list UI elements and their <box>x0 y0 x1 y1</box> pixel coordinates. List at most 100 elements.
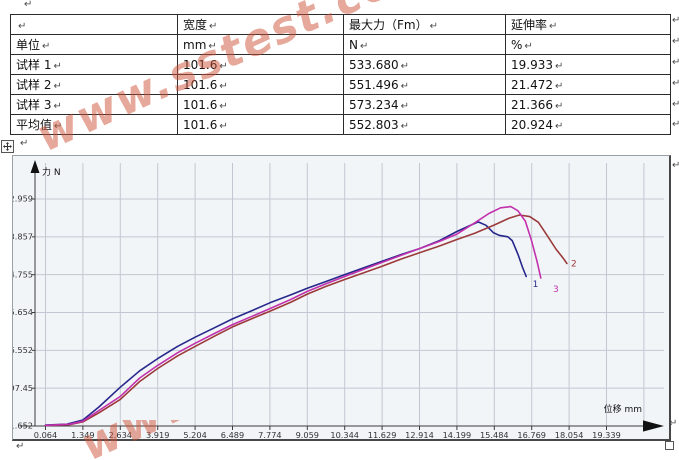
x-tick-label: 16.769 <box>517 430 546 439</box>
x-axis-arrow-icon <box>643 420 664 432</box>
table-cell: N ↵ <box>343 34 506 55</box>
x-tick-label: 3.919 <box>146 430 169 439</box>
paragraph-mark: ↵ <box>209 21 218 32</box>
cell-text: 21.366 <box>511 97 553 112</box>
paragraph-mark: ↵ <box>16 441 25 452</box>
paragraph-mark: ↵ <box>669 418 678 429</box>
table-cell: 21.472 ↵ <box>505 74 671 95</box>
y-tick-label: 295.654 <box>13 307 33 317</box>
paragraph-mark: ↵ <box>24 0 33 10</box>
paragraph-mark: ↵ <box>219 60 228 72</box>
chart-canvas: 0.064 1.349 2.634 3.919 5.204 6.489 7.774 9.059… <box>13 160 664 439</box>
table-cell: 101.6 ↵ <box>177 114 344 135</box>
x-tick-label: 6.489 <box>221 430 244 439</box>
paragraph-mark: ↵ <box>400 60 410 72</box>
curve-3 <box>44 205 542 427</box>
paragraph-mark: ↵ <box>672 99 679 110</box>
table-cell: 平均值 ↵ <box>10 114 178 135</box>
table-cell: mm ↵ <box>177 34 344 55</box>
paragraph-mark: ↵ <box>53 101 62 112</box>
table-cell: 单位 ↵ <box>10 34 178 55</box>
paragraph-mark: ↵ <box>672 15 679 26</box>
cell-text: 平均值 <box>16 118 53 132</box>
cell-text: 试样 3 <box>16 98 52 112</box>
table-cell: 552.803 ↵ <box>343 114 506 135</box>
paragraph-mark: ↵ <box>429 21 438 32</box>
curve-label-2: 2 <box>571 260 577 270</box>
table-header-cell: ↵ <box>10 14 178 35</box>
table-cell: 21.366 ↵ <box>505 94 671 115</box>
cell-text: 试样 2 <box>16 78 52 92</box>
paragraph-mark: ↵ <box>672 160 679 171</box>
cell-text: 101.6 <box>183 97 218 112</box>
paragraph-mark: ↵ <box>219 80 228 92</box>
x-tick-label: 5.204 <box>183 430 206 439</box>
x-tick-label: 14.199 <box>443 430 472 439</box>
paragraph-mark: ↵ <box>20 138 29 149</box>
paragraph-mark: ↵ <box>219 120 228 132</box>
table-cell: 20.924 ↵ <box>505 114 671 135</box>
x-tick-label: 12.914 <box>405 430 434 439</box>
cell-text: N <box>349 37 358 52</box>
table-cell: 533.680 ↵ <box>343 54 506 75</box>
y-tick-label: 196.552 <box>13 345 33 355</box>
paragraph-mark: ↵ <box>400 80 410 92</box>
cell-text: mm <box>183 37 207 52</box>
cell-text: 宽度 <box>183 18 208 32</box>
cell-text: 试样 1 <box>16 58 52 72</box>
paragraph-mark: ↵ <box>672 36 679 47</box>
curve-1 <box>44 221 528 426</box>
x-tick-label: 19.339 <box>592 430 621 439</box>
x-tick-label: 9.059 <box>296 430 319 439</box>
paragraph-mark: ↵ <box>672 57 679 68</box>
table-cell: 101.6 ↵ <box>177 74 344 95</box>
table-cell: 101.6 ↵ <box>177 54 344 75</box>
paragraph-mark: ↵ <box>555 100 564 112</box>
table-cell: 551.496 ↵ <box>343 74 506 95</box>
x-tick-label: 10.344 <box>330 430 359 439</box>
table-cell: 573.234 ↵ <box>343 94 506 115</box>
paragraph-mark: ↵ <box>400 100 410 112</box>
paragraph-mark: ↵ <box>18 20 27 32</box>
table-cell: 19.933 ↵ <box>505 54 671 75</box>
paragraph-mark: ↵ <box>549 21 558 32</box>
y-axis-title: 力 N <box>42 166 61 178</box>
paragraph-mark: ↵ <box>672 78 679 89</box>
paragraph-mark: ↵ <box>672 119 679 130</box>
x-tick-label: 11.629 <box>368 430 397 439</box>
y-tick-label: 592.959 <box>13 194 33 204</box>
x-tick-label: 0.064 <box>34 430 57 439</box>
cell-text: 551.496 <box>349 77 399 92</box>
table-row: 试样 3 ↵ 101.6 ↵ 573.234 ↵ 21.366 ↵ <box>10 94 671 115</box>
table-row: 试样 2 ↵ 101.6 ↵ 551.496 ↵ 21.472 ↵ <box>10 74 671 95</box>
table-header-cell: 延伸率 ↵ <box>505 14 671 35</box>
cell-text: 延伸率 <box>511 18 548 32</box>
cell-text: % <box>511 37 523 52</box>
paragraph-mark: ↵ <box>400 120 410 132</box>
table-cell: 试样 2 ↵ <box>10 74 178 95</box>
paragraph-mark: ↵ <box>53 61 62 72</box>
table-move-handle-icon[interactable] <box>1 140 14 153</box>
paragraph-mark: ↵ <box>555 80 564 92</box>
cell-text: 101.6 <box>183 57 218 72</box>
table-header-row: ↵ 宽度 ↵ 最大力（Fm） ↵ 延伸率 ↵ <box>10 14 671 35</box>
paragraph-mark: ↵ <box>208 40 217 52</box>
table-cell: 101.6 ↵ <box>177 94 344 115</box>
curve-label-3: 3 <box>553 285 559 295</box>
paragraph-mark: ↵ <box>555 120 564 132</box>
cell-text: 533.680 <box>349 57 399 72</box>
table-header-cell: 最大力（Fm） ↵ <box>343 14 506 35</box>
x-axis-title: 位移 mm <box>604 403 642 415</box>
x-tick-label: 15.484 <box>480 430 509 439</box>
y-axis-arrow-icon <box>30 160 40 173</box>
table-row: 平均值 ↵ 101.6 ↵ 552.803 ↵ 20.924 ↵ <box>10 114 671 135</box>
cell-text: 单位 <box>16 38 41 52</box>
y-tick-label: 394.755 <box>13 269 33 279</box>
table-cell: 试样 3 ↵ <box>10 94 178 115</box>
resize-handle[interactable] <box>665 441 674 450</box>
cell-text: 101.6 <box>183 77 218 92</box>
x-tick-label: 1.349 <box>71 430 94 439</box>
x-tick-label: 2.634 <box>109 430 132 439</box>
move-cross-icon <box>3 142 12 151</box>
paragraph-mark: ↵ <box>53 81 62 92</box>
